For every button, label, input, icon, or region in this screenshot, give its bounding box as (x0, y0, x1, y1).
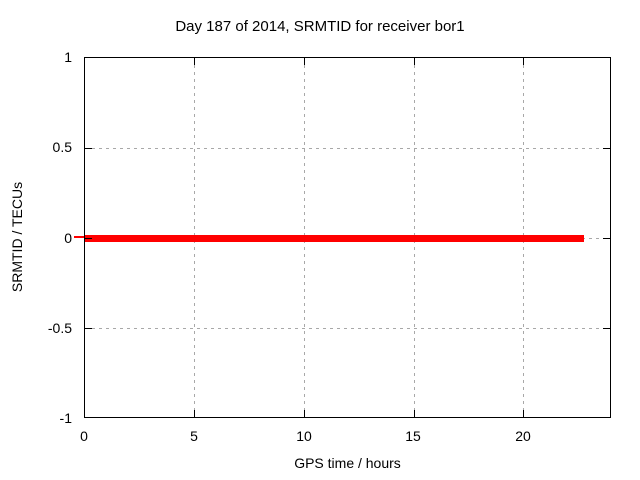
xtick-bottom-15 (414, 410, 415, 417)
xtick-bottom-5 (194, 410, 195, 417)
ytick-left-0 (85, 238, 92, 239)
xtick-bottom-20 (523, 410, 524, 417)
xtick-top-20 (523, 58, 524, 65)
xtick-label-0: 0 (80, 428, 88, 444)
ytick-label-0.5: 0.5 (52, 139, 72, 155)
gridline-y-0.5 (85, 148, 610, 149)
ytick-right-0.5 (603, 148, 610, 149)
chart-title: Day 187 of 2014, SRMTID for receiver bor… (175, 18, 465, 35)
xtick-label-10: 10 (296, 428, 312, 444)
xtick-bottom-10 (304, 410, 305, 417)
plot-area (84, 57, 611, 418)
xtick-label-5: 5 (190, 428, 198, 444)
xtick-label-20: 20 (515, 428, 531, 444)
xtick-top-5 (194, 58, 195, 65)
ytick-label--1: -1 (59, 410, 72, 426)
ytick-left-0.5 (85, 148, 92, 149)
series-srmtid-line (85, 235, 584, 242)
ytick-right-0 (603, 238, 610, 239)
ytick-right--0.5 (603, 328, 610, 329)
gridline-y--0.5 (85, 328, 610, 329)
ytick-label-0: 0 (64, 230, 72, 246)
ytick-label-1: 1 (64, 49, 72, 65)
ytick-left--0.5 (85, 328, 92, 329)
y-axis-label: SRMTID / TECUs (9, 181, 25, 293)
ytick-label--0.5: -0.5 (47, 320, 72, 336)
series-start-dash (74, 236, 85, 238)
x-axis-label: GPS time / hours (294, 455, 401, 471)
xtick-top-15 (414, 58, 415, 65)
xtick-top-10 (304, 58, 305, 65)
xtick-label-15: 15 (405, 428, 421, 444)
